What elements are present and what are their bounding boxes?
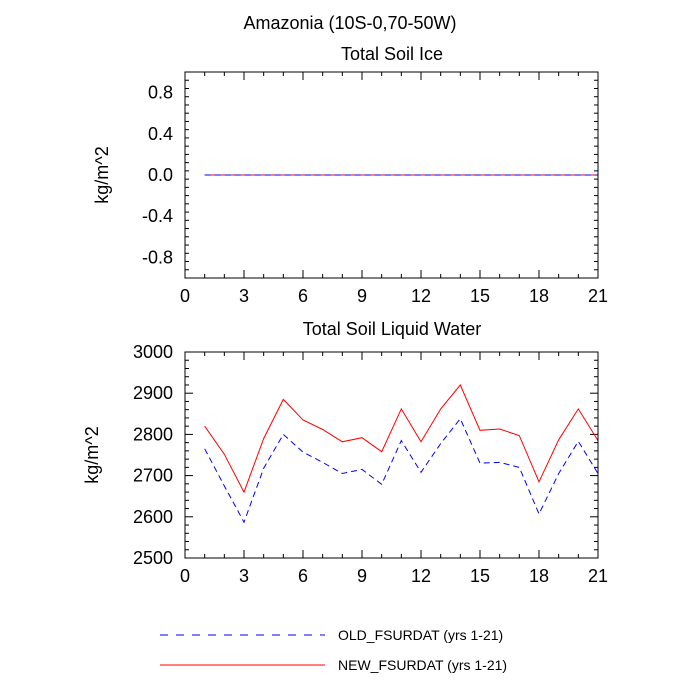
y-tick-label-soil-liquid-water: 3000: [133, 342, 173, 362]
x-tick-label-soil-ice: 15: [470, 286, 490, 306]
y-tick-label-soil-ice: 0.4: [148, 124, 173, 144]
y-tick-label-soil-liquid-water: 2500: [133, 548, 173, 568]
y-axis-label-soil-liquid-water: kg/m^2: [82, 426, 102, 483]
panel-total-soil-liquid-water: Total Soil Liquid Water kg/m^2 0 3 6 9 12 15 1…: [82, 319, 608, 586]
y-tick-label-soil-liquid-water: 2800: [133, 424, 173, 444]
panel-title-soil-ice: Total Soil Ice: [341, 44, 443, 64]
x-tick-label-soil-liquid-water: 12: [411, 566, 431, 586]
legend: OLD_FSURDAT (yrs 1-21) NEW_FSURDAT (yrs …: [160, 627, 507, 673]
legend-label-old-fsurdat: OLD_FSURDAT (yrs 1-21): [338, 627, 503, 643]
panel-title-soil-liquid-water: Total Soil Liquid Water: [303, 319, 481, 339]
panel-total-soil-ice: Total Soil Ice kg/m^2 0 3 6 9 12 15 18 21 -0.8 -0…: [92, 44, 608, 306]
axis-ticks-soil-ice: 0 3 6 9 12 15 18 21 -0.8 -0.4 0.0 0.4 0.8: [142, 71, 608, 306]
x-tick-label-soil-liquid-water: 0: [180, 566, 190, 586]
y-tick-label-soil-ice: -0.8: [142, 247, 173, 267]
plot-frame-soil-liquid-water: [184, 351, 599, 559]
x-tick-label-soil-liquid-water: 3: [239, 566, 249, 586]
x-tick-label-soil-ice: 9: [357, 286, 367, 306]
x-tick-label-soil-ice: 21: [588, 286, 608, 306]
x-tick-label-soil-liquid-water: 15: [470, 566, 490, 586]
x-tick-label-soil-liquid-water: 6: [298, 566, 308, 586]
y-tick-label-soil-ice: -0.4: [142, 206, 173, 226]
y-axis-label-soil-ice: kg/m^2: [92, 146, 112, 203]
series-line-old-fsurdat-soil-liquid-water: [204, 417, 599, 524]
plot-frame-soil-ice: [184, 71, 599, 279]
series-line-new-fsurdat-soil-liquid-water: [204, 384, 599, 494]
y-tick-label-soil-liquid-water: 2700: [133, 466, 173, 486]
x-tick-label-soil-ice: 0: [180, 286, 190, 306]
series-lines-soil-liquid-water: [204, 384, 599, 524]
y-tick-label-soil-ice: 0.8: [148, 83, 173, 103]
figure-title: Amazonia (10S-0,70-50W): [243, 13, 456, 33]
x-tick-label-soil-liquid-water: 9: [357, 566, 367, 586]
x-tick-label-soil-ice: 12: [411, 286, 431, 306]
y-tick-label-soil-ice: 0.0: [148, 165, 173, 185]
legend-label-new-fsurdat: NEW_FSURDAT (yrs 1-21): [338, 657, 507, 673]
x-tick-label-soil-liquid-water: 21: [588, 566, 608, 586]
x-tick-label-soil-liquid-water: 18: [529, 566, 549, 586]
y-tick-label-soil-liquid-water: 2600: [133, 507, 173, 527]
x-tick-label-soil-ice: 18: [529, 286, 549, 306]
y-tick-label-soil-liquid-water: 2900: [133, 383, 173, 403]
axis-ticks-soil-liquid-water: 0 3 6 9 12 15 18 21 2500 2600 2700 2800 2900 3000: [133, 342, 608, 586]
x-tick-label-soil-ice: 6: [298, 286, 308, 306]
x-tick-label-soil-ice: 3: [239, 286, 249, 306]
